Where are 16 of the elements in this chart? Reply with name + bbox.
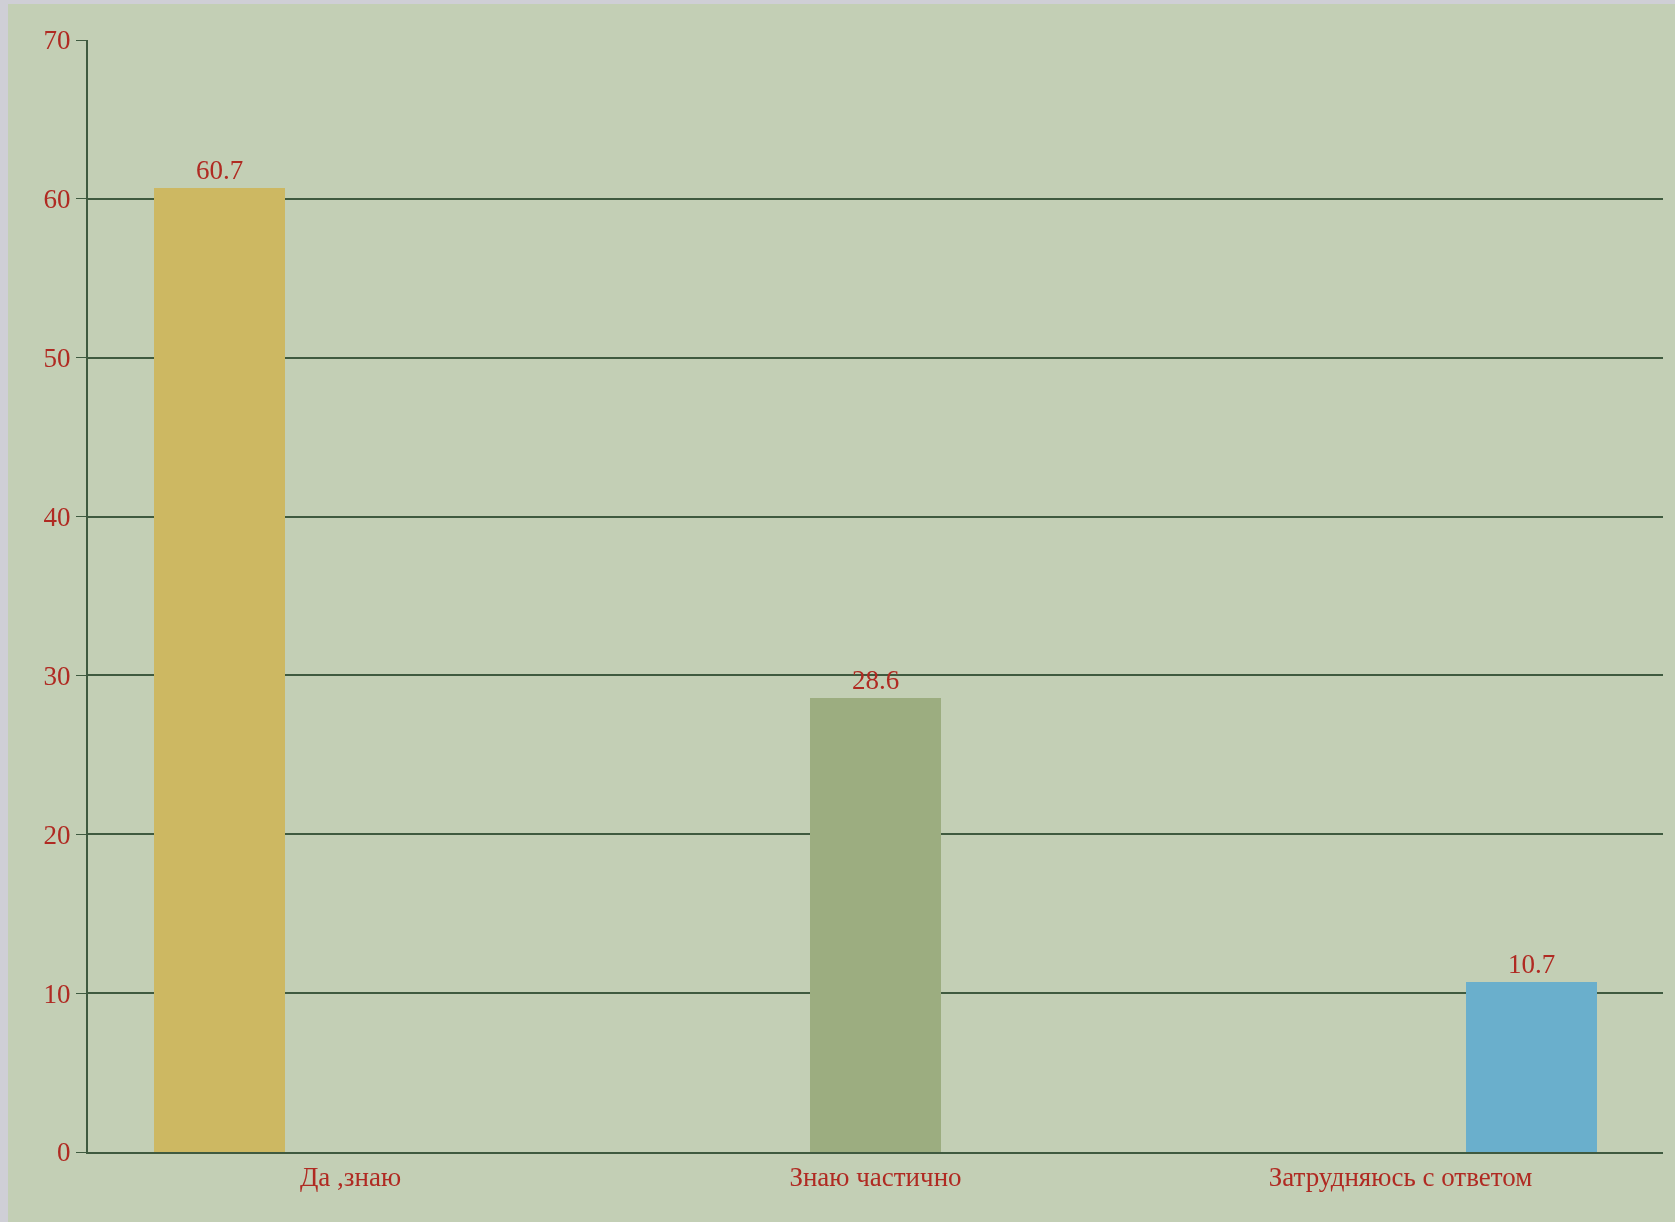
y-tick-label: 40: [43, 502, 71, 533]
x-tick-label: Да ,знаю: [299, 1162, 402, 1193]
y-tick-label: 60: [43, 184, 71, 215]
x-tick-label: Затрудняюсь с ответом: [1268, 1162, 1533, 1193]
y-tick-label: 0: [57, 1137, 71, 1168]
data-label: 60.7: [195, 155, 244, 185]
bar: [154, 188, 285, 1152]
y-tick-label: 20: [43, 819, 71, 850]
y-tick-label: 70: [43, 25, 71, 56]
data-label: 10.7: [1507, 949, 1556, 979]
y-tick-label: 10: [43, 978, 71, 1009]
x-tick-label: Знаю частично: [789, 1162, 962, 1193]
bar: [810, 698, 941, 1152]
y-tick-label: 50: [43, 343, 71, 374]
y-tick-label: 30: [43, 660, 71, 691]
bar: [1466, 982, 1597, 1152]
